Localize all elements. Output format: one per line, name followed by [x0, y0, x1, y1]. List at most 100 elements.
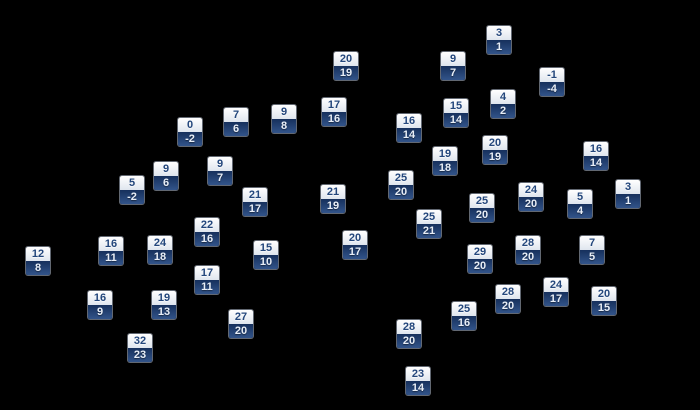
- temperature-label[interactable]: 24 17: [544, 278, 568, 306]
- night-temperature: 17: [544, 292, 568, 306]
- temperature-label[interactable]: 20 19: [483, 136, 507, 164]
- night-temperature: 14: [584, 156, 608, 170]
- day-temperature: 3: [616, 180, 640, 194]
- temperature-label[interactable]: 21 19: [321, 185, 345, 213]
- temperature-label[interactable]: 28 20: [516, 236, 540, 264]
- day-temperature: 24: [519, 183, 543, 197]
- temperature-label[interactable]: 7 6: [224, 108, 248, 136]
- day-temperature: 27: [229, 310, 253, 324]
- day-temperature: 25: [470, 194, 494, 208]
- day-temperature: -1: [540, 68, 564, 82]
- day-temperature: 9: [154, 162, 178, 176]
- temperature-label[interactable]: 19 13: [152, 291, 176, 319]
- night-temperature: 20: [519, 197, 543, 211]
- night-temperature: 14: [444, 113, 468, 127]
- temperature-label[interactable]: 5 -2: [120, 176, 144, 204]
- temperature-label[interactable]: 28 20: [397, 320, 421, 348]
- night-temperature: 18: [148, 250, 172, 264]
- day-temperature: 25: [389, 171, 413, 185]
- night-temperature: 20: [496, 299, 520, 313]
- temperature-label[interactable]: 20 15: [592, 287, 616, 315]
- temperature-label[interactable]: 9 7: [208, 157, 232, 185]
- night-temperature: 1: [487, 40, 511, 54]
- temperature-label[interactable]: 15 10: [254, 241, 278, 269]
- day-temperature: 5: [568, 190, 592, 204]
- temperature-label[interactable]: 3 1: [487, 26, 511, 54]
- day-temperature: 16: [397, 114, 421, 128]
- night-temperature: -4: [540, 82, 564, 96]
- day-temperature: 20: [343, 231, 367, 245]
- day-temperature: 9: [208, 157, 232, 171]
- day-temperature: 22: [195, 218, 219, 232]
- day-temperature: 7: [224, 108, 248, 122]
- temperature-label[interactable]: 22 16: [195, 218, 219, 246]
- day-temperature: 9: [441, 52, 465, 66]
- day-temperature: 24: [544, 278, 568, 292]
- temperature-label[interactable]: 16 14: [397, 114, 421, 142]
- temperature-label[interactable]: 9 6: [154, 162, 178, 190]
- night-temperature: -2: [120, 190, 144, 204]
- night-temperature: 9: [88, 305, 112, 319]
- night-temperature: -2: [178, 132, 202, 146]
- temperature-label[interactable]: 0 -2: [178, 118, 202, 146]
- temperature-label[interactable]: 20 17: [343, 231, 367, 259]
- day-temperature: 3: [487, 26, 511, 40]
- day-temperature: 16: [99, 237, 123, 251]
- temperature-label[interactable]: 25 21: [417, 210, 441, 238]
- temperature-label[interactable]: 27 20: [229, 310, 253, 338]
- day-temperature: 25: [417, 210, 441, 224]
- temperature-label[interactable]: 28 20: [496, 285, 520, 313]
- temperature-label[interactable]: 9 7: [441, 52, 465, 80]
- temperature-label[interactable]: 12 8: [26, 247, 50, 275]
- day-temperature: 29: [468, 245, 492, 259]
- night-temperature: 6: [224, 122, 248, 136]
- temperature-label[interactable]: 20 19: [334, 52, 358, 80]
- temperature-label[interactable]: 4 2: [491, 90, 515, 118]
- night-temperature: 20: [229, 324, 253, 338]
- day-temperature: 16: [88, 291, 112, 305]
- night-temperature: 11: [99, 251, 123, 265]
- temperature-label[interactable]: 9 8: [272, 105, 296, 133]
- day-temperature: 21: [321, 185, 345, 199]
- temperature-label[interactable]: 25 16: [452, 302, 476, 330]
- day-temperature: 23: [406, 367, 430, 381]
- temperature-label[interactable]: 7 5: [580, 236, 604, 264]
- night-temperature: 20: [397, 334, 421, 348]
- day-temperature: 21: [243, 188, 267, 202]
- temperature-label[interactable]: 17 16: [322, 98, 346, 126]
- day-temperature: 7: [580, 236, 604, 250]
- day-temperature: 9: [272, 105, 296, 119]
- night-temperature: 4: [568, 204, 592, 218]
- temperature-label[interactable]: 16 11: [99, 237, 123, 265]
- night-temperature: 15: [592, 301, 616, 315]
- night-temperature: 16: [195, 232, 219, 246]
- temperature-label[interactable]: 24 18: [148, 236, 172, 264]
- day-temperature: 24: [148, 236, 172, 250]
- night-temperature: 14: [397, 128, 421, 142]
- day-temperature: 15: [444, 99, 468, 113]
- night-temperature: 20: [468, 259, 492, 273]
- night-temperature: 19: [334, 66, 358, 80]
- temperature-label[interactable]: 23 14: [406, 367, 430, 395]
- night-temperature: 14: [406, 381, 430, 395]
- day-temperature: 28: [397, 320, 421, 334]
- temperature-label[interactable]: 5 4: [568, 190, 592, 218]
- temperature-label[interactable]: 17 11: [195, 266, 219, 294]
- temperature-label[interactable]: 24 20: [519, 183, 543, 211]
- night-temperature: 8: [272, 119, 296, 133]
- temperature-label[interactable]: 21 17: [243, 188, 267, 216]
- temperature-label[interactable]: 29 20: [468, 245, 492, 273]
- temperature-label[interactable]: 19 18: [433, 147, 457, 175]
- night-temperature: 20: [389, 185, 413, 199]
- day-temperature: 17: [195, 266, 219, 280]
- night-temperature: 23: [128, 348, 152, 362]
- temperature-label[interactable]: 32 23: [128, 334, 152, 362]
- temperature-label[interactable]: 16 9: [88, 291, 112, 319]
- temperature-label[interactable]: 16 14: [584, 142, 608, 170]
- temperature-label[interactable]: 3 1: [616, 180, 640, 208]
- temperature-label[interactable]: 25 20: [470, 194, 494, 222]
- temperature-label[interactable]: 15 14: [444, 99, 468, 127]
- temperature-label[interactable]: 25 20: [389, 171, 413, 199]
- temperature-label[interactable]: -1 -4: [540, 68, 564, 96]
- day-temperature: 32: [128, 334, 152, 348]
